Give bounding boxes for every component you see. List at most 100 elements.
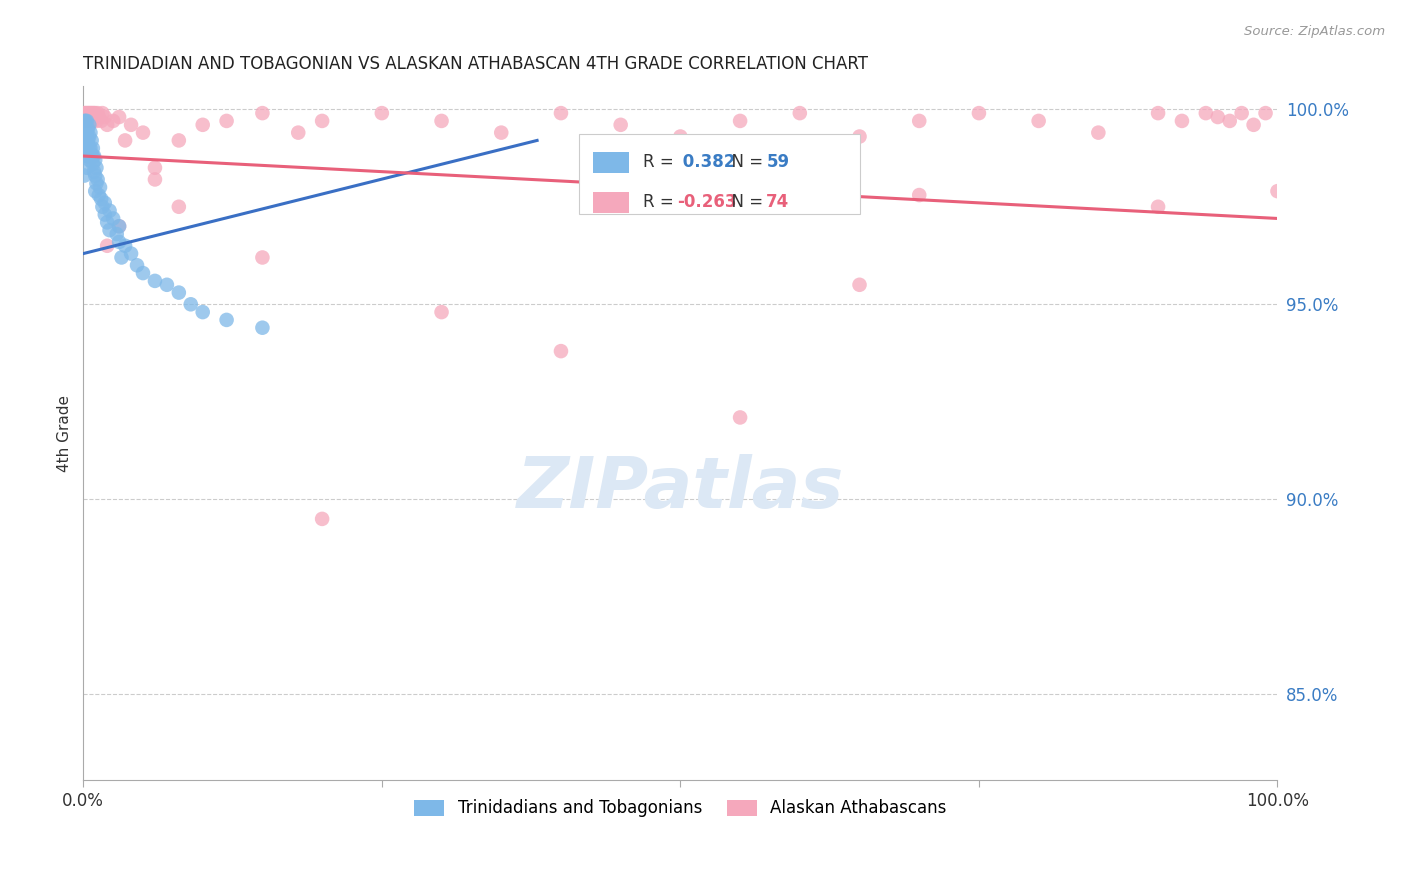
Point [75,114,97,128]
Point [1147,200,1170,214]
Point [76,114,98,128]
Point [1243,118,1265,132]
Point [77,133,100,147]
Point [94,208,117,222]
Point [908,114,931,128]
Point [75,137,97,152]
Point [311,114,333,128]
Point [125,258,148,272]
Point [73,126,96,140]
Point [84,110,107,124]
Point [1267,184,1289,198]
Point [252,320,274,334]
Point [108,219,131,234]
Point [101,211,124,226]
Point [80,133,103,147]
Point [77,153,100,167]
Point [728,410,751,425]
Point [73,169,96,183]
Text: TRINIDADIAN AND TOBAGONIAN VS ALASKAN ATHABASCAN 4TH GRADE CORRELATION CHART: TRINIDADIAN AND TOBAGONIAN VS ALASKAN AT… [83,55,869,73]
Point [105,227,128,241]
Point [430,305,453,319]
Point [156,277,179,292]
Point [77,118,100,132]
Point [91,106,114,120]
Point [167,133,190,147]
Point [77,114,100,128]
Point [76,106,98,120]
Point [120,246,142,260]
Point [1219,114,1241,128]
Point [728,114,751,128]
Point [215,313,238,327]
Point [311,512,333,526]
Legend: Trinidadians and Tobagonians, Alaskan Athabascans: Trinidadians and Tobagonians, Alaskan At… [408,793,953,824]
Point [91,200,114,214]
Y-axis label: 4th Grade: 4th Grade [58,394,72,472]
Point [287,126,309,140]
Point [1195,106,1218,120]
Point [252,106,274,120]
Text: R =: R = [644,194,679,211]
FancyBboxPatch shape [579,135,859,214]
Point [550,344,572,359]
Point [967,106,990,120]
Point [75,114,97,128]
Point [86,161,108,175]
Point [143,274,166,288]
Point [76,110,98,124]
Text: ZIPatlas: ZIPatlas [516,454,844,523]
Point [73,106,96,120]
Point [82,141,104,155]
Point [76,126,98,140]
Point [1171,114,1194,128]
Point [215,114,238,128]
Point [110,251,132,265]
Point [76,114,98,128]
Point [86,177,108,191]
Point [73,137,96,152]
Point [101,114,124,128]
Point [1230,106,1253,120]
Point [75,126,97,140]
Point [86,114,108,128]
Text: N =: N = [721,153,768,171]
Point [94,195,117,210]
Text: Source: ZipAtlas.com: Source: ZipAtlas.com [1244,25,1385,38]
Text: R =: R = [644,153,679,171]
Point [1087,126,1109,140]
Point [82,106,104,120]
Point [669,129,692,144]
Point [90,114,112,128]
Point [96,239,118,253]
Point [77,121,100,136]
Point [84,153,107,167]
Point [77,129,100,144]
Point [79,114,101,128]
Point [83,106,105,120]
Point [83,149,105,163]
Point [77,110,100,124]
Point [80,110,103,124]
Point [98,203,121,218]
Point [167,285,190,300]
Point [80,106,103,120]
Point [87,188,110,202]
Text: -0.263: -0.263 [676,194,737,211]
Point [120,118,142,132]
Point [79,126,101,140]
Point [114,133,136,147]
Point [73,110,96,124]
Point [167,200,190,214]
Point [108,235,131,249]
Point [848,277,870,292]
Point [491,126,513,140]
Point [1147,106,1170,120]
Point [94,110,117,124]
Point [79,141,101,155]
Point [90,192,112,206]
Point [848,129,870,144]
Point [82,114,104,128]
Point [132,126,155,140]
Point [108,110,131,124]
